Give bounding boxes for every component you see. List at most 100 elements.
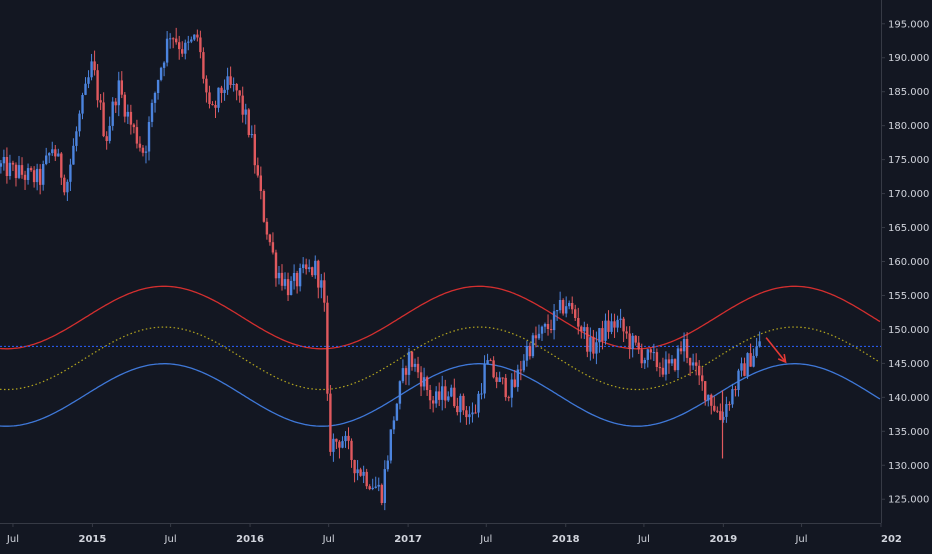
candle	[111, 97, 114, 131]
candle-body	[537, 333, 541, 339]
candle	[392, 416, 396, 435]
candle	[51, 141, 54, 156]
candle-body	[495, 377, 498, 382]
candle-body	[51, 149, 54, 154]
candle-body	[259, 175, 262, 191]
candle-body	[604, 320, 607, 341]
candle-body	[441, 386, 444, 400]
candle	[537, 324, 541, 340]
candle	[317, 259, 320, 299]
candle-body	[516, 369, 519, 387]
candle-body	[595, 342, 598, 354]
candle	[11, 160, 15, 171]
candle-body	[740, 363, 743, 371]
candle-body	[510, 379, 513, 398]
candle-body	[634, 335, 637, 343]
x-tick-label: Jul	[637, 534, 650, 545]
candle	[704, 381, 707, 406]
candle	[474, 404, 477, 414]
candle	[311, 266, 314, 277]
candle-body	[295, 273, 299, 287]
candle-body	[401, 368, 405, 382]
candle-body	[374, 486, 377, 488]
candle	[486, 353, 489, 365]
candle	[589, 327, 592, 361]
candle-body	[501, 377, 504, 379]
candle	[298, 263, 302, 292]
candle-body	[456, 406, 459, 413]
x-tick-label: Jul	[6, 534, 19, 545]
candle	[93, 50, 96, 76]
candle-body	[640, 349, 643, 364]
candle	[29, 166, 33, 172]
candle	[256, 157, 259, 178]
candle-body	[688, 357, 692, 366]
candle-body	[271, 242, 275, 253]
candle	[679, 341, 683, 355]
candle	[48, 152, 51, 163]
candle-body	[265, 221, 269, 235]
candle	[380, 483, 383, 506]
candle	[516, 364, 519, 392]
candle-body	[368, 486, 371, 490]
candle-body	[552, 311, 556, 331]
candle	[456, 397, 459, 416]
candle	[447, 391, 450, 402]
candle-body	[241, 95, 244, 115]
candle	[616, 315, 619, 333]
candle	[60, 152, 63, 185]
candle	[667, 353, 671, 374]
candle-body	[347, 435, 350, 441]
candle	[676, 345, 680, 378]
candle	[598, 327, 601, 353]
candle-body	[480, 393, 483, 395]
candle-body	[386, 460, 389, 470]
candle-body	[734, 389, 737, 391]
x-tick-label: Jul	[164, 534, 177, 545]
candle-body	[5, 157, 9, 176]
candle-body	[607, 320, 610, 332]
candle-body	[492, 360, 495, 378]
candle	[549, 319, 553, 334]
candle-body	[462, 395, 465, 411]
y-tick-label: 155.000	[888, 291, 929, 302]
candle	[0, 160, 3, 174]
candle	[214, 100, 217, 119]
x-tick-label: 2017	[394, 534, 422, 545]
candle-body	[178, 42, 181, 50]
candle	[459, 393, 462, 423]
candle	[640, 343, 643, 369]
candle-body	[583, 327, 586, 332]
candle-body	[698, 365, 701, 376]
candle-body	[522, 360, 525, 371]
candle-body	[217, 87, 220, 108]
candle-body	[165, 38, 169, 63]
candle-body	[159, 67, 163, 80]
candle	[383, 460, 386, 511]
candle	[123, 91, 126, 123]
candle-body	[341, 441, 344, 448]
candle	[365, 468, 368, 490]
candle-body	[220, 87, 223, 93]
candle-body	[713, 405, 716, 411]
candle-body	[435, 391, 438, 404]
candle	[35, 163, 39, 191]
candle	[601, 320, 604, 350]
candle	[577, 307, 580, 335]
candle-body	[184, 42, 187, 54]
candle	[374, 476, 377, 489]
candle-body	[610, 321, 613, 332]
candle-body	[725, 404, 728, 417]
candle-body	[20, 165, 24, 175]
candle	[277, 266, 281, 285]
candle	[220, 85, 223, 103]
candle-body	[190, 39, 193, 42]
candle	[302, 257, 305, 274]
candle	[353, 459, 356, 483]
candle-body	[169, 38, 172, 40]
candle-body	[558, 300, 562, 311]
candle	[428, 384, 432, 410]
candle	[20, 157, 24, 179]
candle	[371, 478, 374, 491]
